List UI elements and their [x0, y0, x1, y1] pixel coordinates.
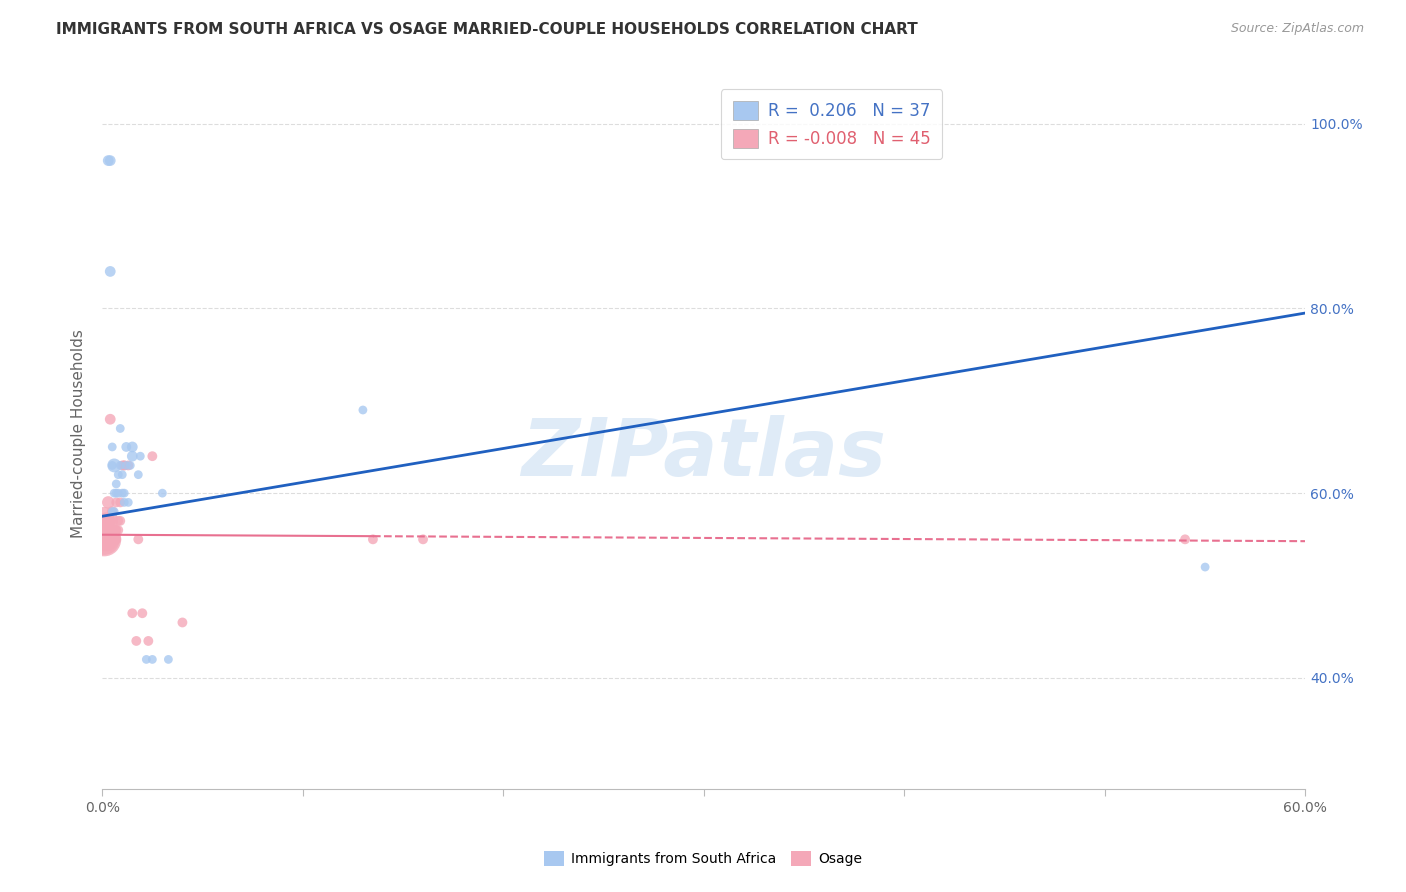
Point — [107, 514, 129, 528]
Point — [103, 458, 125, 473]
Point — [138, 634, 160, 648]
Point — [150, 486, 173, 500]
Point — [97, 523, 120, 537]
Point — [103, 505, 125, 519]
Text: IMMIGRANTS FROM SOUTH AFRICA VS OSAGE MARRIED-COUPLE HOUSEHOLDS CORRELATION CHAR: IMMIGRANTS FROM SOUTH AFRICA VS OSAGE MA… — [56, 22, 918, 37]
Point — [141, 449, 163, 463]
Point — [98, 264, 121, 278]
Point — [98, 412, 121, 426]
Point — [105, 523, 128, 537]
Point — [107, 467, 129, 482]
Point — [117, 495, 139, 509]
Point — [120, 458, 142, 473]
Point — [98, 533, 121, 547]
Point — [97, 495, 120, 509]
Point — [107, 486, 129, 500]
Point — [103, 533, 125, 547]
Point — [98, 523, 121, 537]
Point — [98, 153, 121, 168]
Point — [96, 533, 118, 547]
Point — [101, 533, 124, 547]
Point — [172, 615, 194, 630]
Point — [141, 652, 163, 666]
Point — [93, 533, 115, 547]
Text: Source: ZipAtlas.com: Source: ZipAtlas.com — [1230, 22, 1364, 36]
Point — [107, 523, 129, 537]
Point — [105, 486, 128, 500]
Point — [127, 467, 149, 482]
Point — [157, 652, 180, 666]
Legend: Immigrants from South Africa, Osage: Immigrants from South Africa, Osage — [538, 846, 868, 871]
Point — [111, 467, 134, 482]
Point — [115, 458, 138, 473]
Point — [110, 495, 132, 509]
Point — [135, 652, 157, 666]
Point — [93, 514, 115, 528]
Point — [111, 486, 134, 500]
Point — [117, 458, 139, 473]
Point — [105, 533, 128, 547]
Point — [97, 533, 120, 547]
Point — [101, 523, 124, 537]
Point — [110, 421, 132, 435]
Point — [103, 486, 125, 500]
Point — [103, 533, 125, 547]
Point — [121, 606, 143, 620]
Point — [96, 514, 118, 528]
Point — [412, 533, 434, 547]
Point — [96, 523, 118, 537]
Point — [361, 533, 384, 547]
Point — [111, 458, 134, 473]
Point — [101, 505, 124, 519]
Point — [112, 495, 135, 509]
Point — [127, 533, 149, 547]
Point — [101, 458, 124, 473]
Point — [129, 449, 152, 463]
Point — [131, 606, 153, 620]
Point — [101, 523, 124, 537]
Point — [105, 523, 128, 537]
Point — [97, 514, 120, 528]
Point — [110, 458, 132, 473]
Point — [352, 403, 374, 417]
Point — [112, 486, 135, 500]
Point — [112, 458, 135, 473]
Point — [121, 449, 143, 463]
Point — [112, 458, 135, 473]
Point — [121, 440, 143, 454]
Point — [101, 440, 124, 454]
Legend: R =  0.206   N = 37, R = -0.008   N = 45: R = 0.206 N = 37, R = -0.008 N = 45 — [721, 89, 942, 160]
Point — [1194, 560, 1216, 574]
Point — [93, 533, 115, 547]
Point — [105, 495, 128, 509]
Point — [1174, 533, 1197, 547]
Y-axis label: Married-couple Households: Married-couple Households — [72, 328, 86, 538]
Point — [103, 523, 125, 537]
Point — [98, 533, 121, 547]
Text: ZIPatlas: ZIPatlas — [522, 416, 886, 493]
Point — [125, 634, 148, 648]
Point — [101, 505, 124, 519]
Point — [98, 514, 121, 528]
Point — [110, 514, 132, 528]
Point — [105, 476, 128, 491]
Point — [97, 153, 120, 168]
Point — [115, 440, 138, 454]
